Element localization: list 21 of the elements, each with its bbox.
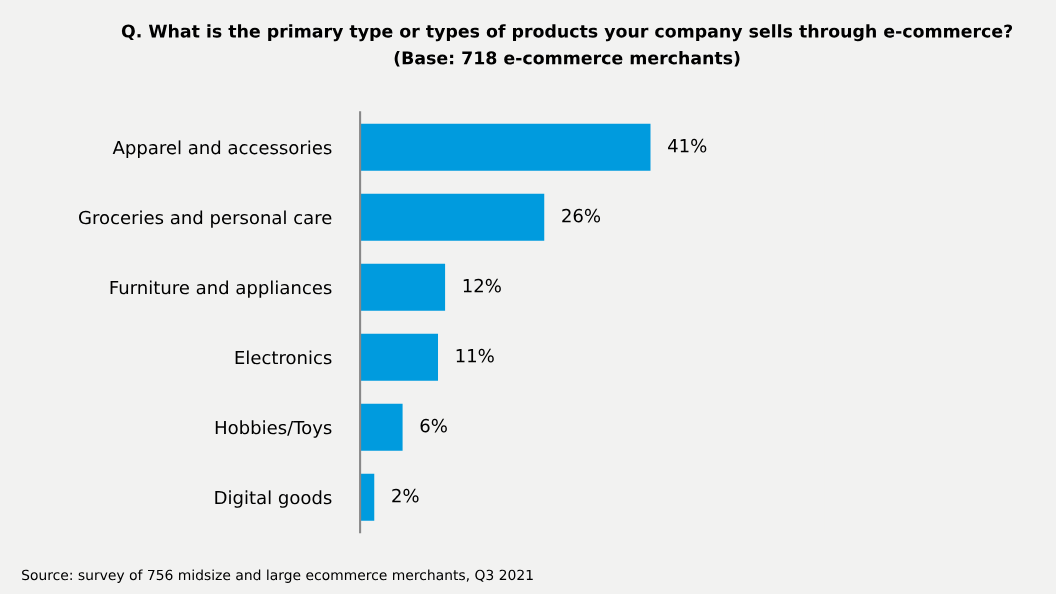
data-label: 6% (420, 418, 447, 433)
bar (360, 333, 439, 381)
data-label: 26% (562, 208, 601, 223)
source-note: Source: survey of 756 midsize and large ecommerce merchants, Q3 2021 (22, 569, 533, 583)
y-tick-label: Furniture and appliances (110, 280, 332, 298)
y-tick-label: Digital goods (215, 490, 332, 508)
data-label: 11% (456, 348, 494, 363)
y-tick-label: Hobbies/Toys (215, 420, 332, 438)
chart-subtitle: (Base: 718 e-commerce merchants) (394, 51, 740, 67)
y-tick-label: Apparel and accessories (112, 140, 332, 158)
chart-title: Q. What is the primary type or types of products your company sells through e-commerce? (121, 24, 1013, 42)
data-label: 12% (463, 278, 501, 293)
bar (360, 263, 446, 311)
y-tick-label: Electronics (235, 350, 332, 365)
data-label: 2% (392, 488, 419, 503)
bar (360, 403, 403, 451)
data-label: 41% (668, 138, 707, 153)
y-tick-label: Groceries and personal care (79, 210, 332, 228)
bar (360, 193, 545, 241)
bar (360, 123, 651, 171)
bar (360, 473, 375, 521)
